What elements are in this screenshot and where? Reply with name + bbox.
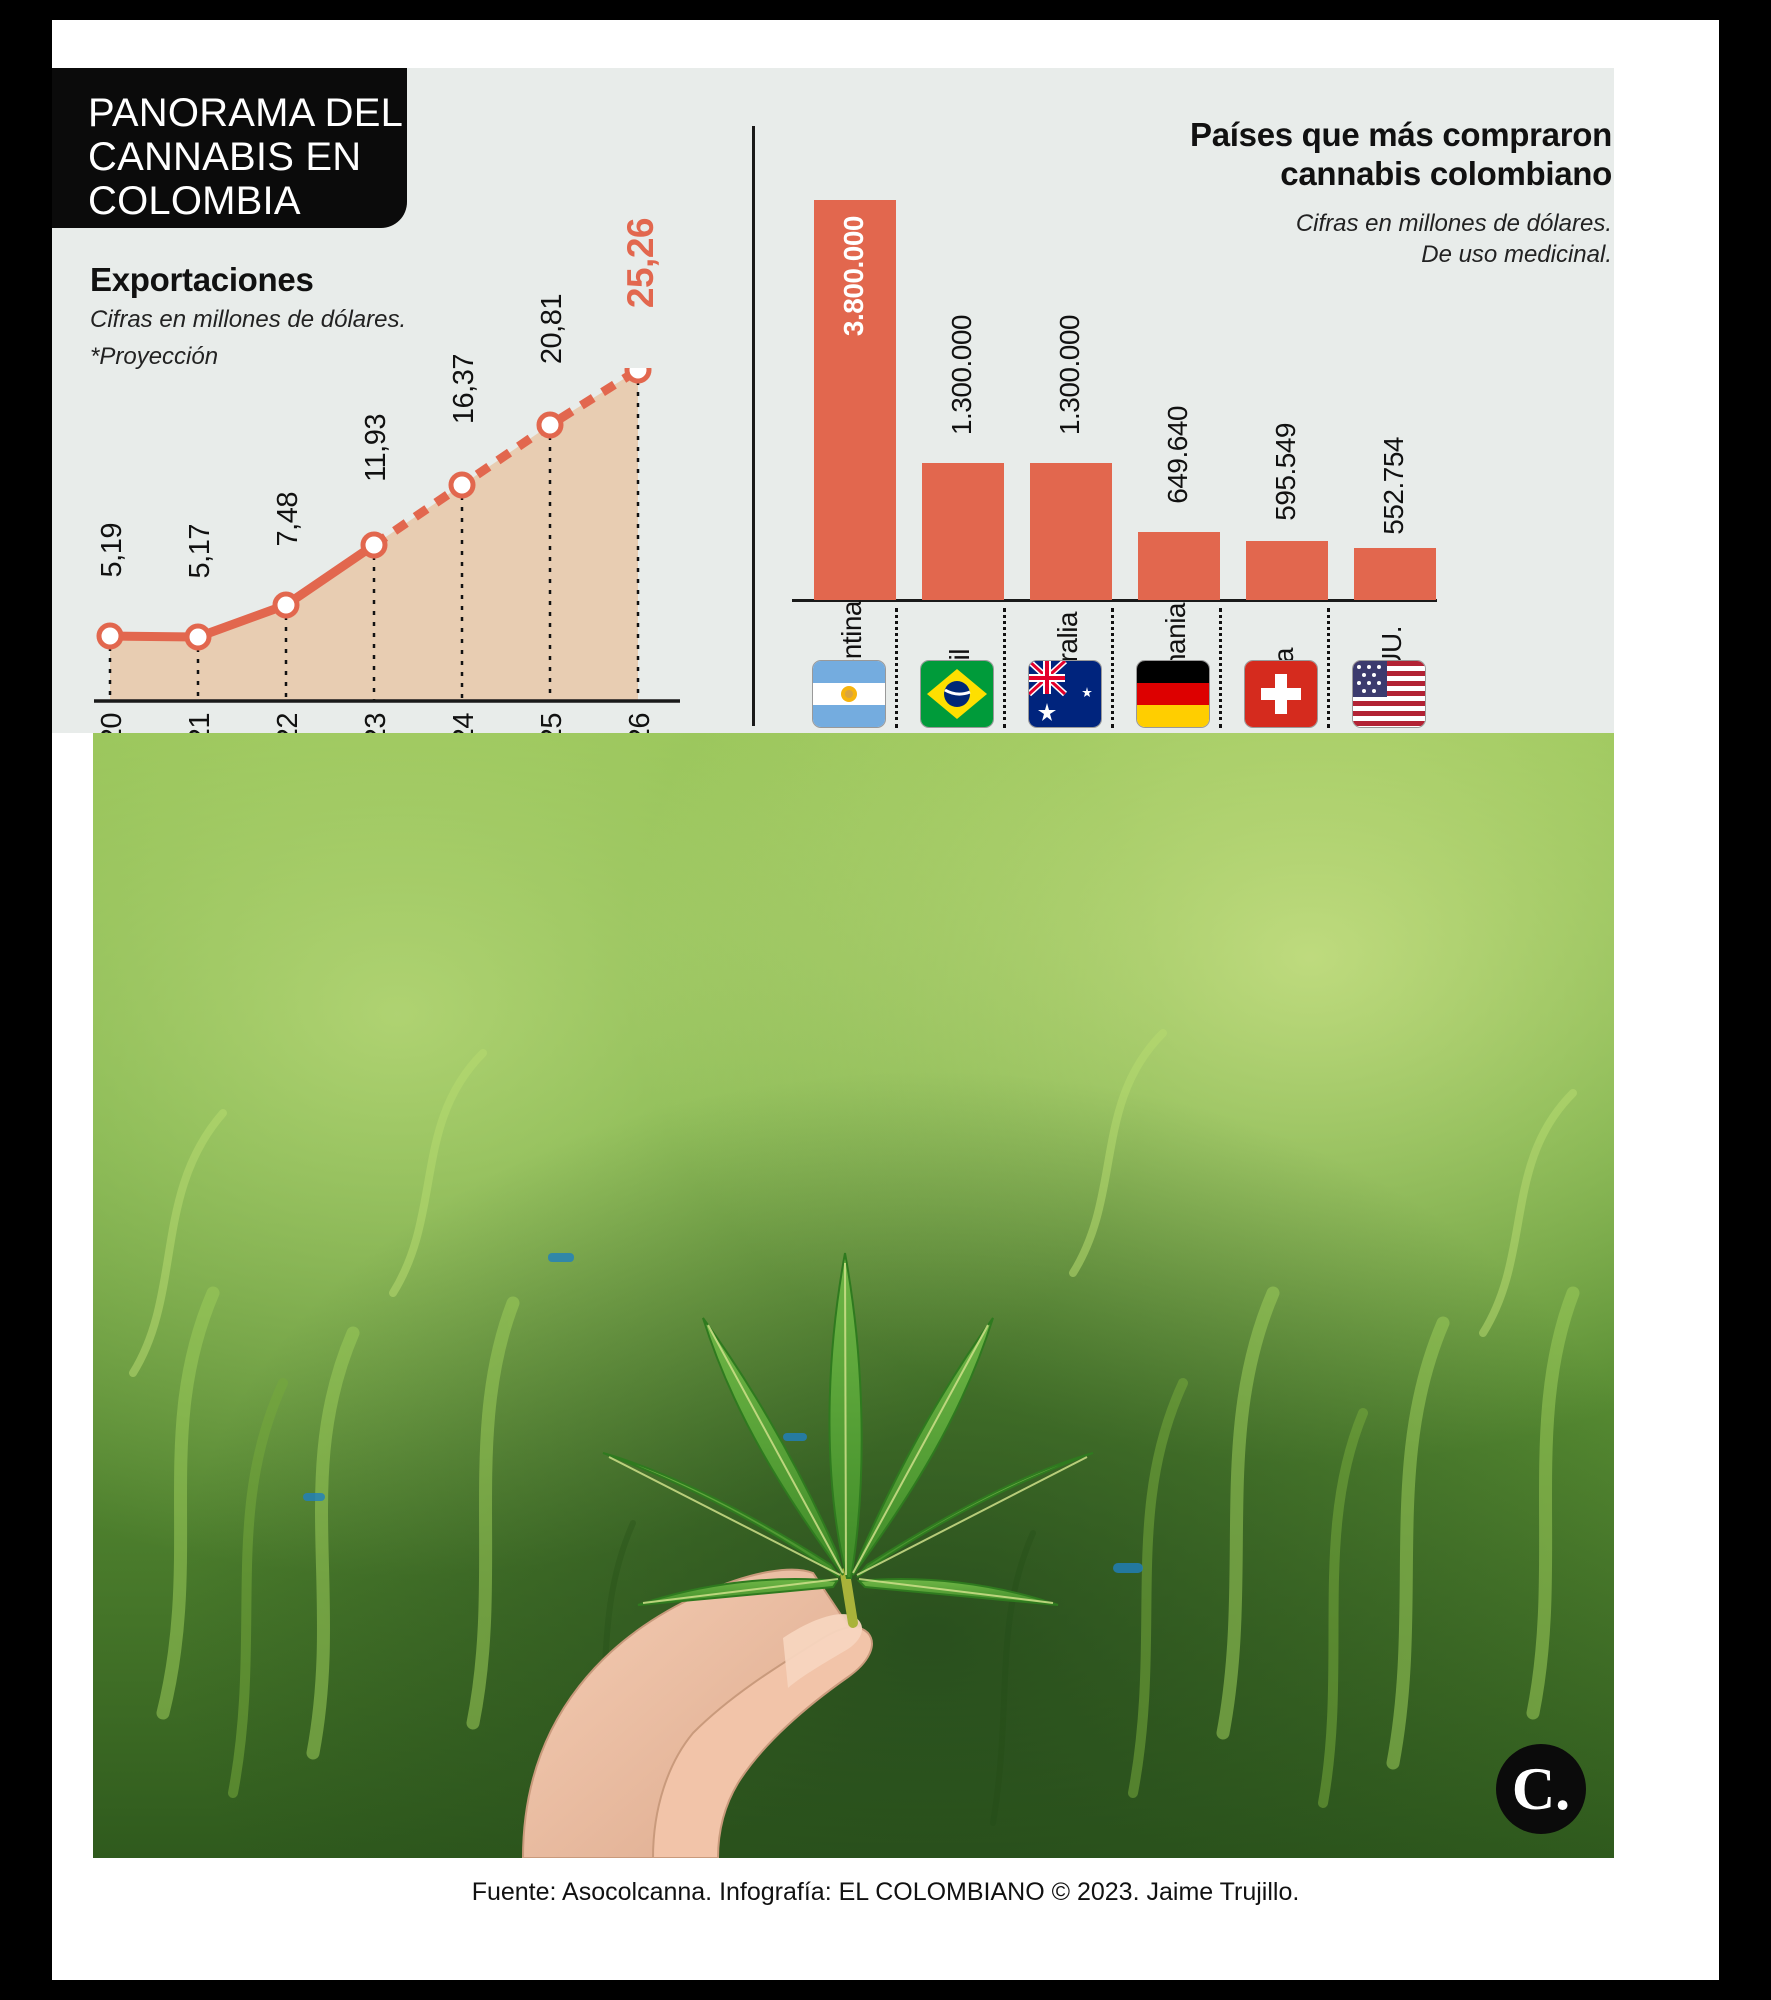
bar-column-argentina[interactable]: 3.800.000 bbox=[814, 200, 896, 600]
countries-subtitle-2: De uso medicinal. bbox=[1421, 241, 1612, 269]
countries-title-line-2: cannabis colombiano bbox=[1280, 154, 1612, 192]
bar-column-suiza[interactable]: 595.549 bbox=[1246, 423, 1328, 600]
line-chart-svg bbox=[94, 368, 680, 703]
line-value-label-2020: 5,19 bbox=[96, 523, 128, 578]
line-value-label-2024: 16,37 bbox=[448, 354, 480, 425]
column-separator bbox=[1003, 608, 1006, 728]
eeuu-flag bbox=[1352, 660, 1426, 728]
bar-value-eeuu: 552.754 bbox=[1378, 437, 1409, 535]
bar-australia[interactable] bbox=[1030, 463, 1112, 600]
page-title-line-1: PANORAMA DEL bbox=[88, 91, 404, 135]
cannabis-leaf bbox=[602, 1252, 1094, 1628]
countries-bar-chart: 3.800.000 1.300.000 1.300.000 649.640 59… bbox=[792, 128, 1612, 728]
countries-title: Países que más compraron cannabis colomb… bbox=[812, 116, 1612, 194]
line-projection bbox=[371, 368, 641, 549]
bar-argentina[interactable] bbox=[814, 200, 896, 600]
countries-subtitle: Cifras en millones de dólares. De uso me… bbox=[812, 208, 1612, 270]
column-separator bbox=[895, 608, 898, 728]
source-credit: Fuente: Asocolcanna. Infografía: EL COLO… bbox=[471, 1878, 1300, 1906]
suiza-flag bbox=[1244, 660, 1318, 728]
area-fill bbox=[110, 370, 638, 701]
argentina-flag bbox=[812, 660, 886, 728]
line-value-label-2026: 25,26 bbox=[620, 218, 661, 309]
drop-lines bbox=[108, 370, 640, 701]
bar-column-alemania[interactable]: 649.640 bbox=[1138, 406, 1220, 600]
bar-value-suiza: 595.549 bbox=[1270, 423, 1301, 521]
bar-alemania[interactable] bbox=[1138, 532, 1220, 600]
cannabis-photo: C. bbox=[93, 733, 1614, 1858]
exports-line-chart: 5,19 5,17 7,48 11,93 16,37 20,81 25,26 2… bbox=[80, 218, 680, 786]
hand bbox=[521, 1568, 873, 1858]
bar-suiza[interactable] bbox=[1246, 541, 1328, 600]
charts-panel: PANORAMA DEL CANNABIS EN COLOMBIA Export… bbox=[52, 68, 1614, 786]
column-separator bbox=[1219, 608, 1222, 728]
page-title-line-2: CANNABIS EN bbox=[88, 135, 362, 179]
alemania-flag bbox=[1136, 660, 1210, 728]
bar-value-australia: 1.300.000 bbox=[1054, 315, 1085, 436]
data-markers bbox=[96, 368, 652, 651]
line-value-label-2025: 20,81 bbox=[536, 294, 568, 365]
countries-subtitle-1: Cifras en millones de dólares. bbox=[1295, 210, 1612, 237]
bar-brasil[interactable] bbox=[922, 463, 1004, 600]
column-separator bbox=[1327, 608, 1330, 728]
exports-heading: Exportaciones bbox=[90, 261, 314, 298]
bar-chart-baseline bbox=[792, 599, 1437, 602]
column-separator bbox=[1111, 608, 1114, 728]
bar-column-brasil[interactable]: 1.300.000 bbox=[922, 315, 1004, 600]
exports-subtitle-2: *Proyección bbox=[90, 343, 219, 370]
exports-subtitle-1: Cifras en millones de dólares. bbox=[90, 306, 407, 333]
el-colombiano-logo: C. bbox=[1496, 1744, 1586, 1834]
line-real bbox=[105, 540, 379, 642]
line-value-label-2021: 5,17 bbox=[184, 524, 216, 579]
bar-value-brasil: 1.300.000 bbox=[946, 315, 977, 436]
brasil-flag bbox=[920, 660, 994, 728]
title-badge: PANORAMA DEL CANNABIS EN COLOMBIA bbox=[52, 68, 407, 228]
bar-column-eeuu[interactable]: 552.754 bbox=[1354, 437, 1436, 600]
bar-value-alemania: 649.640 bbox=[1162, 406, 1193, 504]
countries-title-line-1: Países que más compraron bbox=[1190, 116, 1612, 153]
bar-value-argentina: 3.800.000 bbox=[838, 216, 869, 337]
panel-divider bbox=[752, 126, 755, 726]
australia-flag bbox=[1028, 660, 1102, 728]
photo-background bbox=[93, 733, 1614, 1858]
bar-column-australia[interactable]: 1.300.000 bbox=[1030, 315, 1112, 600]
bar-eeuu[interactable] bbox=[1354, 548, 1436, 600]
line-value-label-2023: 11,93 bbox=[360, 414, 392, 482]
page-title-line-3: COLOMBIA bbox=[88, 179, 301, 223]
line-value-label-2022: 7,48 bbox=[272, 492, 304, 547]
page-title: PANORAMA DEL CANNABIS EN COLOMBIA bbox=[88, 91, 408, 223]
